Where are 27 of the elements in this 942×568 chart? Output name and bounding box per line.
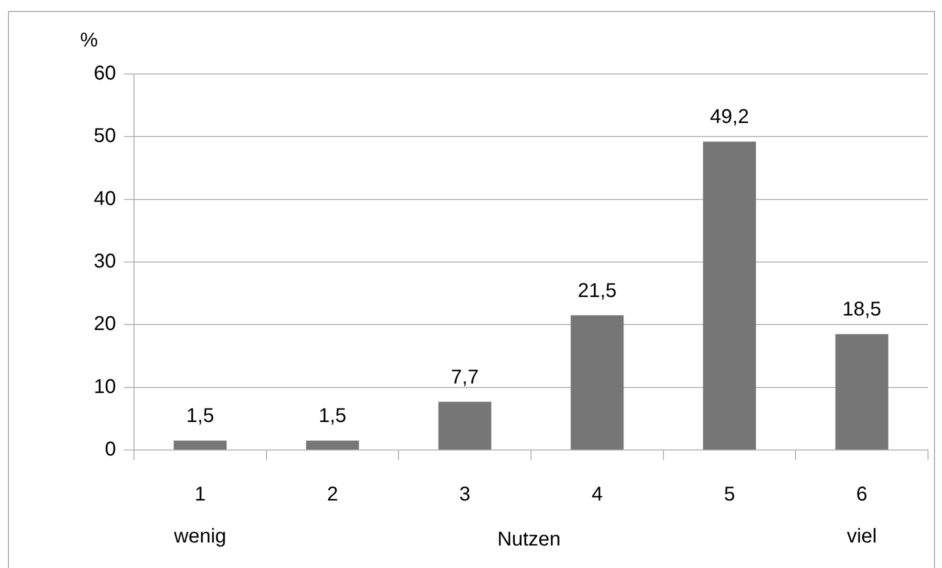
data-label: 49,2 [710, 106, 749, 128]
y-tick-label: 40 [94, 188, 116, 210]
bar [703, 142, 756, 450]
x-tick-label: 6 viel [846, 484, 877, 548]
bar [570, 315, 624, 450]
y-tick-label: 60 [94, 62, 116, 85]
bar [174, 440, 227, 450]
y-tick-label: 20 [94, 313, 116, 336]
data-label: 18,5 [842, 298, 882, 321]
x-tick-label: 3 [459, 484, 470, 506]
bar [835, 334, 888, 450]
x-axis-title: Nutzen [497, 528, 561, 551]
y-axis-title: % [80, 30, 98, 52]
x-tick-label: 2 [326, 484, 338, 506]
bar [438, 402, 492, 450]
y-tick-label: 50 [94, 125, 116, 148]
y-tick-label: 30 [94, 250, 116, 273]
data-label: 7,7 [450, 366, 479, 388]
y-tick-label: 10 [94, 376, 116, 398]
x-tick-label: 4 [592, 484, 603, 506]
data-label: 21,5 [578, 280, 617, 302]
data-label: 1,5 [318, 405, 346, 428]
y-tick-label: 0 [104, 438, 116, 461]
x-tick-label: 1 wenig [173, 484, 226, 548]
bar [306, 440, 359, 450]
data-label: 1,5 [186, 405, 214, 428]
x-tick-label: 5 [724, 484, 736, 506]
